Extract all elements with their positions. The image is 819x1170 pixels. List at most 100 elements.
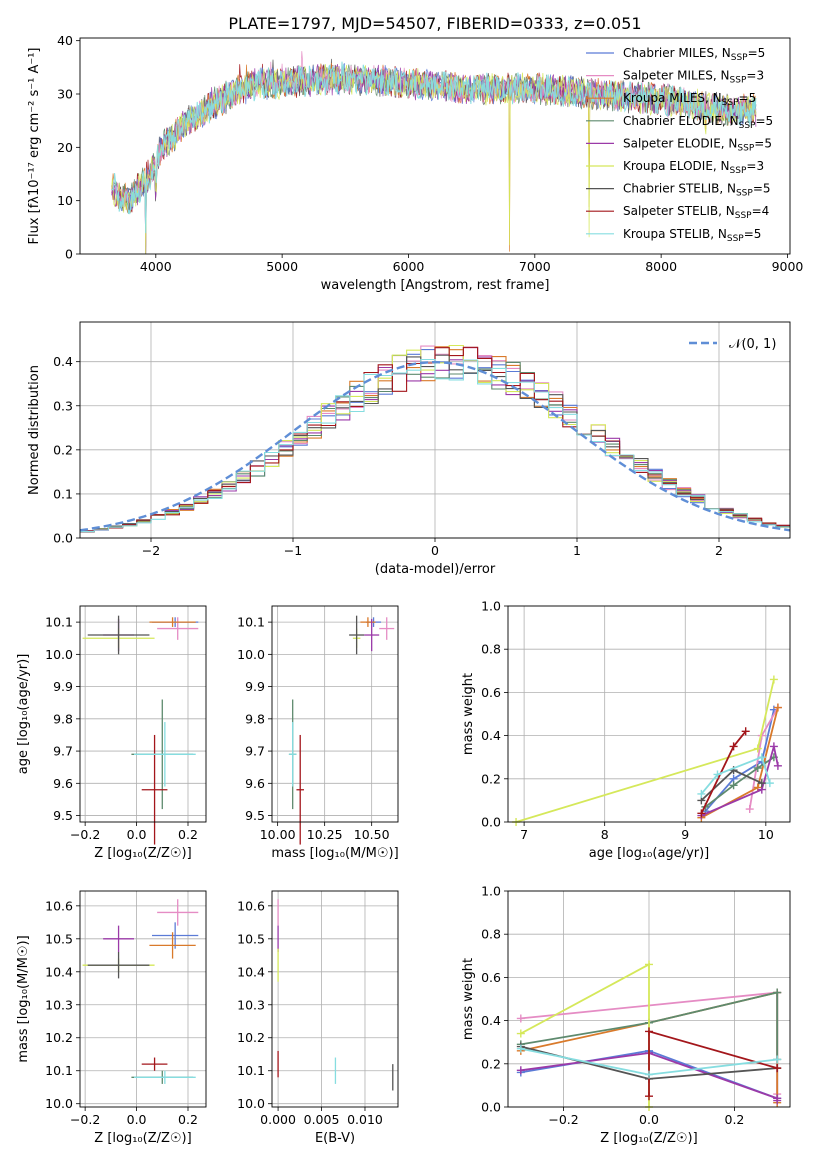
data-point — [288, 722, 297, 787]
legend-label: Chabrier STELIB, NSSP=5 — [623, 182, 771, 199]
x-tick-label: 0.2 — [178, 1112, 198, 1127]
y-tick-label: 10.2 — [237, 1030, 265, 1045]
tick-group: 7 8 9 10 0.0 0.2 0.4 0.6 0.8 1.0 — [481, 599, 774, 843]
x-tick-label: 8000 — [645, 259, 677, 274]
x-tick-label: −1 — [284, 543, 302, 558]
data-point — [364, 618, 380, 652]
x-tick-label: 0.2 — [178, 827, 198, 842]
error-bars — [288, 615, 395, 845]
x-tick-label: −0.2 — [70, 827, 100, 842]
x-tick-label: 0 — [431, 543, 439, 558]
weight-marker — [729, 781, 738, 790]
y-tick-label: 10.6 — [237, 898, 265, 913]
x-tick-label: 0.0 — [127, 1112, 147, 1127]
panel-weight-vs-age: 7 8 9 10 0.0 0.2 0.4 0.6 0.8 1.0 age [log₁₀(age/yr… — [461, 599, 791, 861]
y-tick-label: 10.5 — [45, 931, 73, 946]
x-tick-label: 10.25 — [307, 827, 343, 842]
x-tick-label: 7 — [520, 827, 528, 842]
spectrum-line-8 — [111, 61, 757, 234]
weight-marker — [773, 1096, 782, 1105]
panel-spectrum: 4000 5000 6000 7000 8000 9000 0 10 20 30 40 wavelen… — [27, 33, 803, 293]
weight-marker — [645, 1027, 653, 1036]
weight-marker — [765, 779, 774, 788]
tick-group: 10.00 10.25 10.50 9.5 9.6 9.7 9.8 9.9 10.0 10.1 — [237, 615, 389, 842]
weight-marker — [645, 960, 653, 969]
y-tick-label: 9.8 — [245, 711, 265, 726]
y-tick-label: 10.3 — [237, 997, 265, 1012]
weight-marker — [516, 1066, 525, 1075]
weight-marker — [753, 764, 762, 772]
weight-marker — [773, 988, 782, 997]
tick-group: 0.000 0.005 0.010 10.0 10.1 10.2 10.3 10.4 10.5 1… — [237, 898, 383, 1127]
weight-marker — [769, 675, 778, 684]
y-tick-label: 9.9 — [245, 679, 265, 694]
weight-marker — [769, 742, 778, 751]
x-tick-label: 4000 — [140, 259, 172, 274]
weight-marker — [773, 761, 782, 770]
plot-frame — [507, 890, 791, 1108]
x-axis-label: wavelength [Angstrom, rest frame] — [321, 278, 550, 293]
x-axis-label: Z [log₁₀(Z/Z☉)] — [600, 1131, 697, 1146]
panel-residual-histogram: −2 −1 0 1 2 0.0 0.1 0.2 0.3 0.4 (data-model)/error… — [27, 321, 791, 577]
data-point — [360, 617, 376, 627]
y-tick-label: 9.5 — [53, 808, 73, 823]
data-point — [149, 932, 196, 959]
weight-marker — [697, 789, 706, 798]
plot-frame — [79, 37, 791, 255]
plot-frame — [271, 605, 399, 823]
y-tick-label: 10.2 — [45, 1030, 73, 1045]
x-tick-label: 0.005 — [304, 1112, 340, 1127]
histogram-7 — [80, 346, 790, 532]
data-point — [349, 615, 365, 655]
histogram-8 — [80, 358, 790, 532]
data-point — [134, 1070, 196, 1084]
y-tick-label: 0.0 — [53, 531, 73, 546]
x-axis-label: Z [log₁₀(Z/Z☉)] — [94, 1131, 191, 1146]
y-tick-label: 10.0 — [237, 647, 265, 662]
y-tick-label: 10.1 — [45, 615, 73, 630]
data-point — [134, 722, 196, 787]
data-point — [296, 734, 304, 845]
y-tick-label: 9.6 — [245, 776, 265, 791]
y-tick-label: 0.6 — [481, 970, 501, 985]
x-tick-label: 9 — [681, 827, 689, 842]
panel-mass-vs-ebv: 0.000 0.005 0.010 10.0 10.1 10.2 10.3 10.4 10.5 1… — [237, 890, 399, 1146]
weight-marker — [516, 1014, 525, 1023]
y-tick-label: 1.0 — [481, 884, 501, 899]
x-tick-label: 2 — [715, 543, 723, 558]
panel-age-vs-metallicity: −0.2 0.0 0.2 9.5 9.6 9.7 9.8 9.9 10.0 10.1 Z [log₁… — [16, 605, 207, 861]
x-tick-label: −2 — [142, 543, 160, 558]
y-tick-label: 10.3 — [45, 997, 73, 1012]
weight-marker — [773, 1055, 782, 1064]
plot-frame — [79, 321, 791, 539]
x-tick-label: 6000 — [393, 259, 425, 274]
weight-marker — [713, 770, 722, 779]
legend-label: Kroupa STELIB, NSSP=5 — [623, 227, 761, 244]
x-tick-label: 1 — [573, 543, 581, 558]
weight-line-4 — [701, 746, 779, 817]
x-axis-label: E(B-V) — [315, 1131, 355, 1146]
x-axis-label: (data-model)/error — [375, 562, 496, 577]
weight-marker — [745, 805, 754, 814]
x-tick-label: 9000 — [772, 259, 804, 274]
weight-marker — [757, 779, 766, 788]
weight-marker — [773, 703, 782, 712]
x-tick-label: −0.2 — [70, 1112, 100, 1127]
y-tick-label: 10.0 — [45, 1096, 73, 1111]
weight-marker — [773, 1064, 782, 1073]
error-bars — [277, 899, 394, 1091]
x-axis-label: mass [log₁₀(M/M☉)] — [271, 846, 398, 861]
y-tick-label: 9.6 — [53, 776, 73, 791]
tick-group: −2 −1 0 1 2 0.0 0.1 0.2 0.3 0.4 — [53, 354, 723, 558]
weight-marker — [741, 727, 750, 736]
y-tick-label: 30 — [57, 87, 73, 102]
weight-lines — [512, 675, 782, 826]
y-tick-label: 9.9 — [53, 679, 73, 694]
spectrum-lines — [111, 51, 757, 255]
y-tick-label: 10.5 — [237, 931, 265, 946]
x-tick-label: 5000 — [266, 259, 298, 274]
y-tick-label: 1.0 — [481, 599, 501, 614]
y-tick-label: 10.0 — [45, 647, 73, 662]
x-tick-label: 0.010 — [347, 1112, 383, 1127]
